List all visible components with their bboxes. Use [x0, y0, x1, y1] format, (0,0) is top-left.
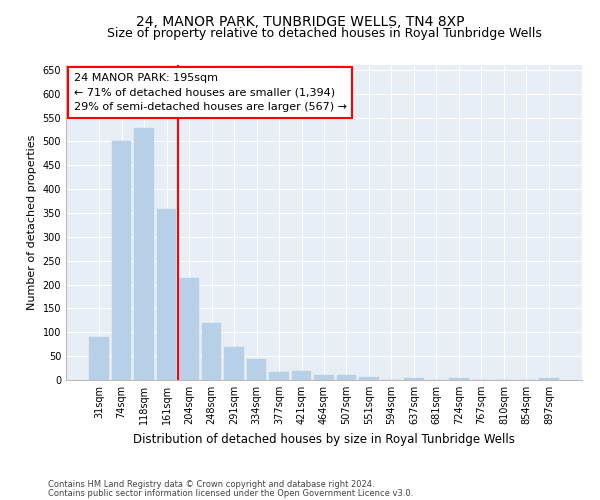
Bar	[112, 142, 131, 380]
Bar	[314, 375, 334, 380]
X-axis label: Distribution of detached houses by size in Royal Tunbridge Wells: Distribution of detached houses by size …	[133, 432, 515, 446]
Bar	[202, 322, 221, 380]
Y-axis label: Number of detached properties: Number of detached properties	[27, 135, 37, 310]
Bar	[179, 278, 199, 380]
Text: Contains public sector information licensed under the Open Government Licence v3: Contains public sector information licen…	[48, 488, 413, 498]
Bar	[224, 346, 244, 380]
Text: 24 MANOR PARK: 195sqm
← 71% of detached houses are smaller (1,394)
29% of semi-d: 24 MANOR PARK: 195sqm ← 71% of detached …	[74, 73, 347, 112]
Text: 24, MANOR PARK, TUNBRIDGE WELLS, TN4 8XP: 24, MANOR PARK, TUNBRIDGE WELLS, TN4 8XP	[136, 15, 464, 29]
Bar	[89, 337, 109, 380]
Bar	[449, 378, 469, 380]
Bar	[269, 372, 289, 380]
Bar	[157, 209, 176, 380]
Title: Size of property relative to detached houses in Royal Tunbridge Wells: Size of property relative to detached ho…	[107, 27, 541, 40]
Bar	[404, 378, 424, 380]
Bar	[539, 378, 559, 380]
Bar	[292, 372, 311, 380]
Bar	[359, 377, 379, 380]
Bar	[247, 359, 266, 380]
Bar	[337, 375, 356, 380]
Bar	[134, 128, 154, 380]
Text: Contains HM Land Registry data © Crown copyright and database right 2024.: Contains HM Land Registry data © Crown c…	[48, 480, 374, 489]
